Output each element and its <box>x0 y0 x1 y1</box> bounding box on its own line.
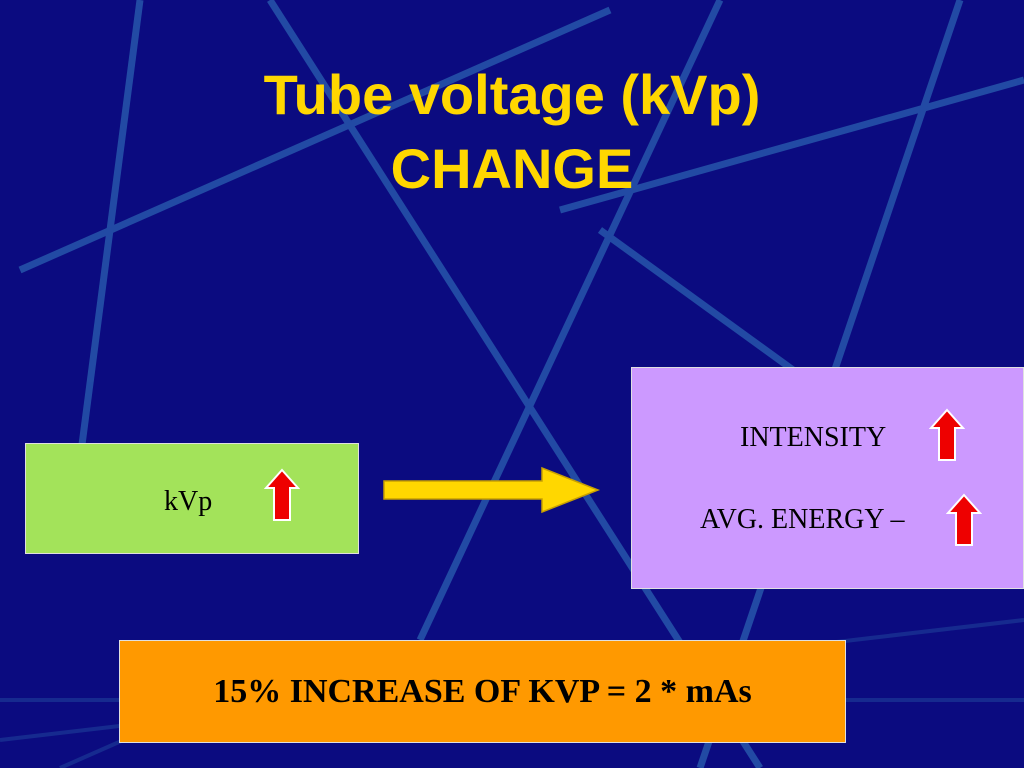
title-line: Tube voltage (kVp) <box>263 63 761 126</box>
rule-box: 15% INCREASE OF KVP = 2 * mAs <box>119 640 846 743</box>
up-arrow <box>946 493 982 546</box>
right-arrow <box>383 466 601 514</box>
title-line: CHANGE <box>390 137 634 200</box>
up-arrow <box>929 408 965 461</box>
cause-label: kVp <box>164 486 213 517</box>
title: Tube voltage (kVp) CHANGE <box>0 58 1024 206</box>
effect-label: INTENSITY <box>740 422 887 453</box>
up-arrow <box>264 468 300 521</box>
cause-box: kVp <box>25 443 359 554</box>
effect-box: INTENSITY AVG. ENERGY – <box>631 367 1024 589</box>
effect-label: AVG. ENERGY – <box>700 504 905 535</box>
rule-text: 15% INCREASE OF KVP = 2 * mAs <box>213 672 752 710</box>
